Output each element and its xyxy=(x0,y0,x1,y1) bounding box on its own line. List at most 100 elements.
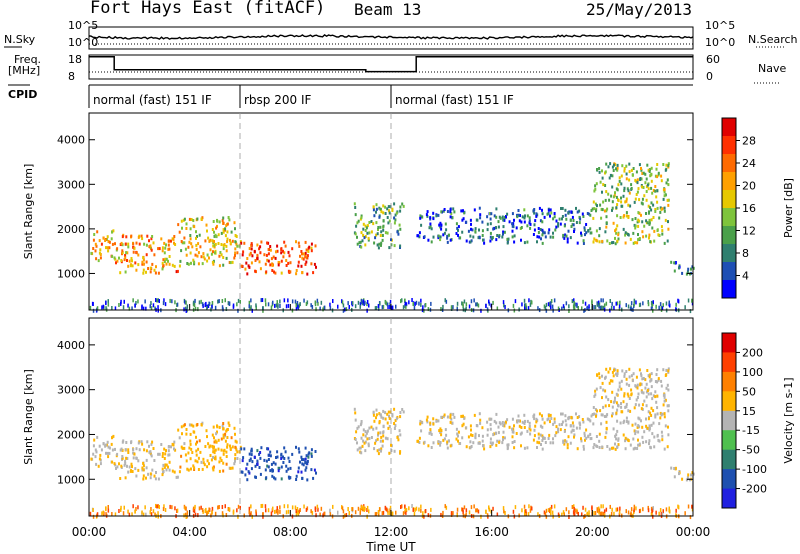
scatter-cell xyxy=(246,272,249,276)
scatter-cell xyxy=(310,249,313,253)
scatter-cell xyxy=(145,458,148,462)
scatter-cell xyxy=(165,257,168,261)
scatter-cell xyxy=(280,247,283,251)
scatter-cell xyxy=(216,425,219,429)
ground-scatter-cell xyxy=(114,306,117,311)
scatter-cell xyxy=(135,268,138,272)
scatter-cell xyxy=(625,416,628,420)
ground-scatter-cell xyxy=(415,506,418,511)
scatter-cell xyxy=(615,231,618,235)
scatter-cell xyxy=(561,412,564,416)
scatter-cell xyxy=(617,183,620,187)
scatter-cell xyxy=(511,417,514,421)
scatter-cell xyxy=(590,231,593,235)
scatter-cell xyxy=(393,449,396,453)
scatter-cell xyxy=(457,430,460,434)
scatter-cell xyxy=(150,248,153,252)
ground-scatter-cell xyxy=(267,508,270,513)
scatter-cell xyxy=(653,239,656,243)
scatter-cell xyxy=(443,231,446,235)
scatter-cell xyxy=(630,392,633,396)
scatter-cell xyxy=(178,230,181,234)
scatter-cell xyxy=(121,455,124,458)
scatter-cell xyxy=(635,375,638,379)
ground-scatter-cell xyxy=(524,512,526,517)
scatter-cell xyxy=(520,226,523,229)
ground-scatter-cell xyxy=(205,507,207,512)
ground-scatter-cell xyxy=(605,301,608,306)
scatter-cell xyxy=(645,219,648,223)
ground-scatter-cell xyxy=(549,301,552,306)
scatter-cell xyxy=(582,215,585,218)
scatter-cell xyxy=(153,459,156,462)
scatter-cell xyxy=(126,457,129,460)
scatter-cell xyxy=(561,215,564,218)
scatter-cell xyxy=(193,262,196,266)
scatter-cell xyxy=(612,427,615,431)
ground-scatter-cell xyxy=(477,509,480,514)
scatter-cell xyxy=(596,409,598,413)
ground-scatter-cell xyxy=(163,298,165,303)
scatter-cell xyxy=(360,231,363,235)
ground-scatter-cell xyxy=(647,302,650,307)
scatter-cell xyxy=(603,209,606,213)
scatter-cell xyxy=(614,242,617,246)
scatter-cell xyxy=(474,230,477,234)
ground-scatter-cell xyxy=(306,300,309,305)
ground-scatter-cell xyxy=(157,511,159,516)
scatter-cell xyxy=(121,235,124,239)
scatter-cell xyxy=(645,212,647,215)
scatter-cell xyxy=(435,214,438,218)
scatter-cell xyxy=(612,221,615,225)
ground-scatter-cell xyxy=(389,305,391,309)
scatter-cell xyxy=(382,211,385,215)
scatter-cell xyxy=(120,259,123,262)
scatter-cell xyxy=(623,189,626,193)
scatter-cell xyxy=(185,428,188,431)
scatter-cell xyxy=(495,215,498,219)
scatter-cell xyxy=(665,181,668,185)
scatter-cell xyxy=(486,428,489,432)
ground-scatter-cell xyxy=(348,511,350,515)
scatter-cell xyxy=(482,238,485,242)
scatter-cell xyxy=(623,186,626,190)
scatter-cell xyxy=(489,239,492,243)
ground-scatter-cell xyxy=(594,305,597,310)
ground-scatter-cell xyxy=(157,298,159,303)
scatter-cell xyxy=(647,204,650,208)
ground-scatter-cell xyxy=(274,509,276,514)
scatter-cell xyxy=(628,162,631,166)
scatter-cell xyxy=(634,226,637,230)
scatter-cell xyxy=(616,163,619,167)
ground-scatter-cell xyxy=(264,298,267,303)
scatter-cell xyxy=(650,218,653,222)
ground-scatter-cell xyxy=(342,308,345,313)
scatter-cell xyxy=(520,238,522,242)
velocity-colorbar-frame xyxy=(721,332,737,509)
scatter-cell xyxy=(198,233,201,237)
scatter-cell xyxy=(657,438,660,442)
scatter-cell xyxy=(681,477,684,481)
ground-scatter-cell xyxy=(450,511,453,516)
scatter-cell xyxy=(115,261,117,265)
scatter-cell xyxy=(592,240,595,244)
scatter-cell xyxy=(174,243,177,246)
scatter-cell xyxy=(229,241,232,245)
scatter-cell xyxy=(276,455,279,459)
ground-scatter-cell xyxy=(389,508,391,513)
scatter-cell xyxy=(495,412,498,416)
scatter-cell xyxy=(501,441,504,445)
scatter-cell xyxy=(620,200,623,204)
scatter-cell xyxy=(651,191,654,195)
scatter-cell xyxy=(439,235,442,239)
ground-scatter-cell xyxy=(665,507,668,512)
ground-scatter-cell xyxy=(360,505,363,510)
scatter-cell xyxy=(625,172,628,176)
ground-scatter-cell xyxy=(420,298,422,303)
scatter-cell xyxy=(663,194,666,198)
scatter-cell xyxy=(651,226,654,230)
y-tick-label: 2000 xyxy=(57,223,85,236)
scatter-cell xyxy=(536,440,539,444)
scatter-cell xyxy=(479,421,482,425)
ground-scatter-cell xyxy=(222,513,224,518)
